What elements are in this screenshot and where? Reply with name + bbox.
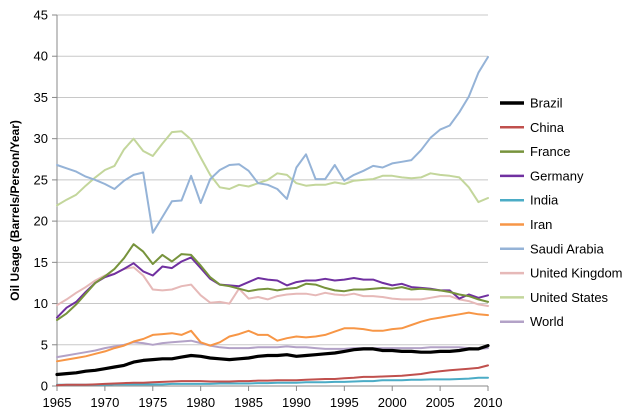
y-tick-label: 40 (34, 49, 48, 64)
x-tick-labels: 1965 1970 1975 1980 1985 1990 1995 2000 2005 2010 (43, 395, 503, 410)
y-tick-label: 20 (34, 214, 48, 229)
gridlines (57, 14, 488, 346)
legend-label-world: World (530, 314, 564, 329)
series-line-france (56, 243, 489, 321)
y-tick-label: 45 (34, 8, 48, 23)
y-tick-label: 35 (34, 90, 48, 105)
legend-label-united-states: United States (530, 290, 609, 305)
legend-label-germany: Germany (530, 168, 584, 183)
x-tick-label: 2010 (474, 395, 503, 410)
x-tick-label: 1980 (186, 395, 215, 410)
y-tick-labels: 0 5 10 15 20 25 30 35 40 45 (34, 8, 48, 394)
series-line-brazil (55, 344, 490, 377)
legend-label-india: India (530, 193, 559, 208)
y-axis-title: Oil Usage (Barrels/Person/Year) (8, 120, 22, 301)
y-tick-label: 10 (34, 296, 48, 311)
legend-label-france: France (530, 144, 570, 159)
axes (52, 14, 489, 391)
y-tick-label: 15 (34, 255, 48, 270)
x-tick-label: 2005 (426, 395, 455, 410)
series-lines (55, 56, 490, 387)
x-tick-label: 1985 (234, 395, 263, 410)
series-line-china (56, 364, 489, 387)
y-tick-label: 5 (41, 337, 48, 352)
y-tick-label: 25 (34, 172, 48, 187)
legend-label-brazil: Brazil (530, 96, 563, 111)
series-line-united-states (56, 130, 489, 207)
y-tick-label: 30 (34, 131, 48, 146)
series-line-united-kingdom (56, 266, 489, 307)
series-line-germany (56, 256, 489, 319)
x-tick-label: 1965 (43, 395, 72, 410)
x-tick-label: 1975 (138, 395, 167, 410)
series-line-india (56, 376, 489, 386)
y-tick-label: 0 (41, 379, 48, 394)
x-tick-label: 1970 (90, 395, 119, 410)
x-tick-label: 1995 (330, 395, 359, 410)
series-line-iran (56, 311, 489, 363)
legend-label-united-kingdom: United Kingdom (530, 266, 623, 281)
x-tick-label: 1990 (282, 395, 311, 410)
x-tick-label: 2000 (378, 395, 407, 410)
legend-label-iran: Iran (530, 217, 552, 232)
legend-label-saudi-arabia: Saudi Arabia (530, 241, 604, 256)
series-line-saudi-arabia (56, 56, 489, 234)
legend: Brazil China France Germany India Iran Saudi A… (500, 96, 623, 329)
legend-label-china: China (530, 120, 565, 135)
